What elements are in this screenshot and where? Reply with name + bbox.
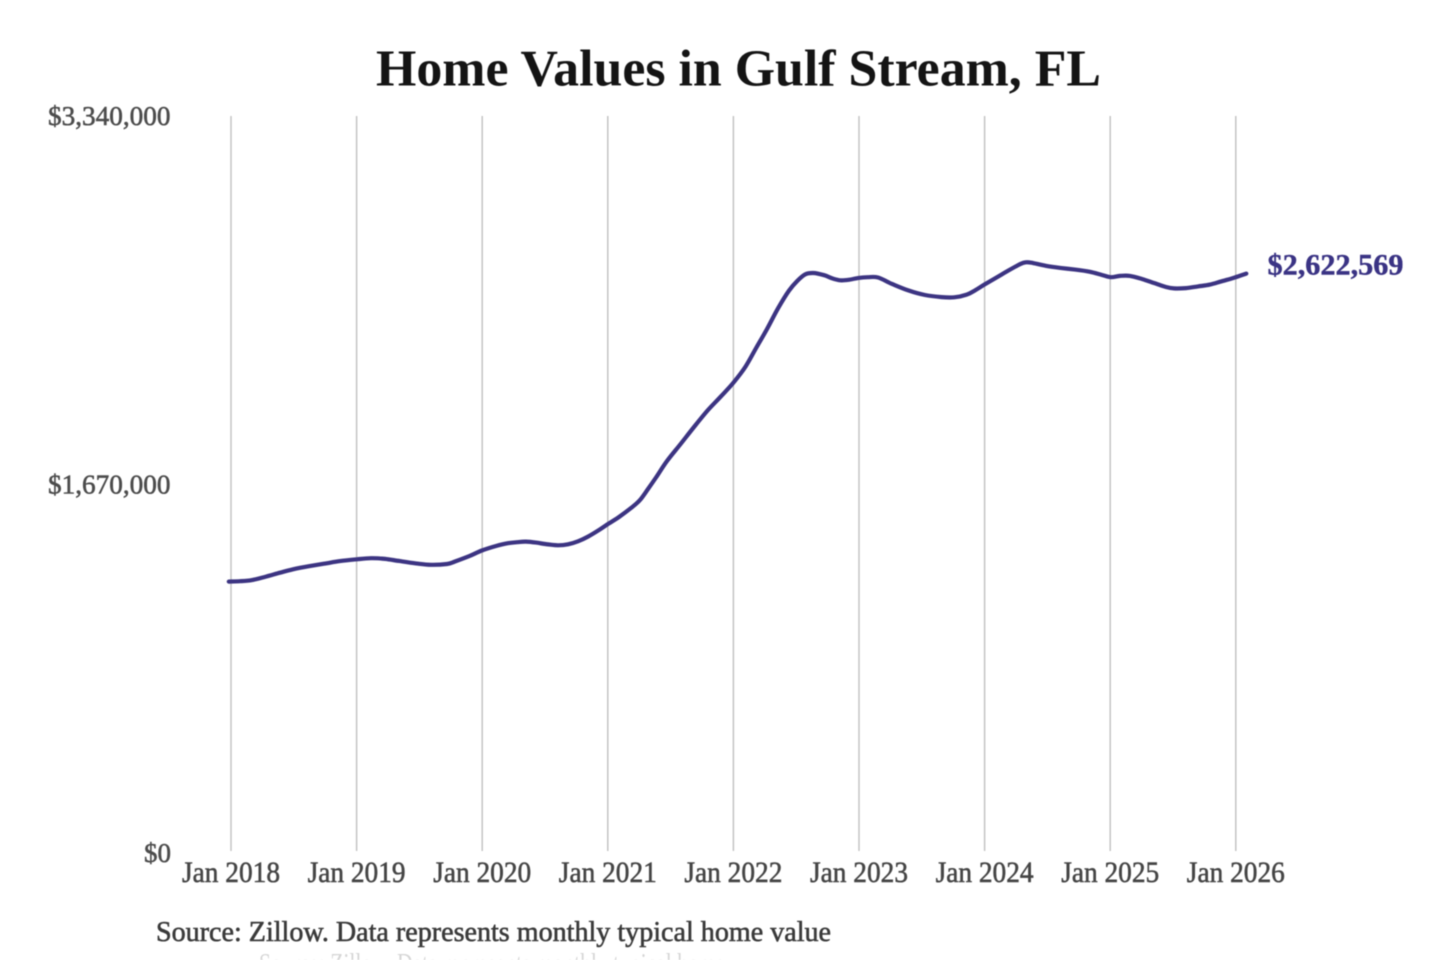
svg-text:Jan 2025: Jan 2025: [1061, 856, 1159, 889]
svg-text:Source: Zillow. Data represent: Source: Zillow. Data represents monthly …: [259, 949, 725, 960]
svg-text:Jan 2022: Jan 2022: [684, 856, 782, 889]
svg-text:Jan 2019: Jan 2019: [308, 856, 406, 889]
svg-text:$1,670,000: $1,670,000: [48, 469, 171, 499]
svg-text:$0: $0: [144, 838, 171, 868]
svg-text:$3,340,000: $3,340,000: [48, 101, 171, 131]
svg-text:$2,622,569: $2,622,569: [1268, 249, 1404, 282]
svg-text:Source: Zillow. Data represent: Source: Zillow. Data represents monthly …: [156, 917, 831, 948]
svg-text:Jan 2021: Jan 2021: [559, 856, 657, 889]
svg-text:Home Values in Gulf Stream, FL: Home Values in Gulf Stream, FL: [376, 41, 1101, 98]
svg-text:Jan 2026: Jan 2026: [1187, 856, 1285, 889]
svg-text:Jan 2023: Jan 2023: [810, 856, 908, 889]
svg-text:Jan 2020: Jan 2020: [433, 856, 531, 889]
svg-text:Jan 2024: Jan 2024: [936, 856, 1034, 889]
svg-text:Jan 2018: Jan 2018: [182, 856, 280, 889]
